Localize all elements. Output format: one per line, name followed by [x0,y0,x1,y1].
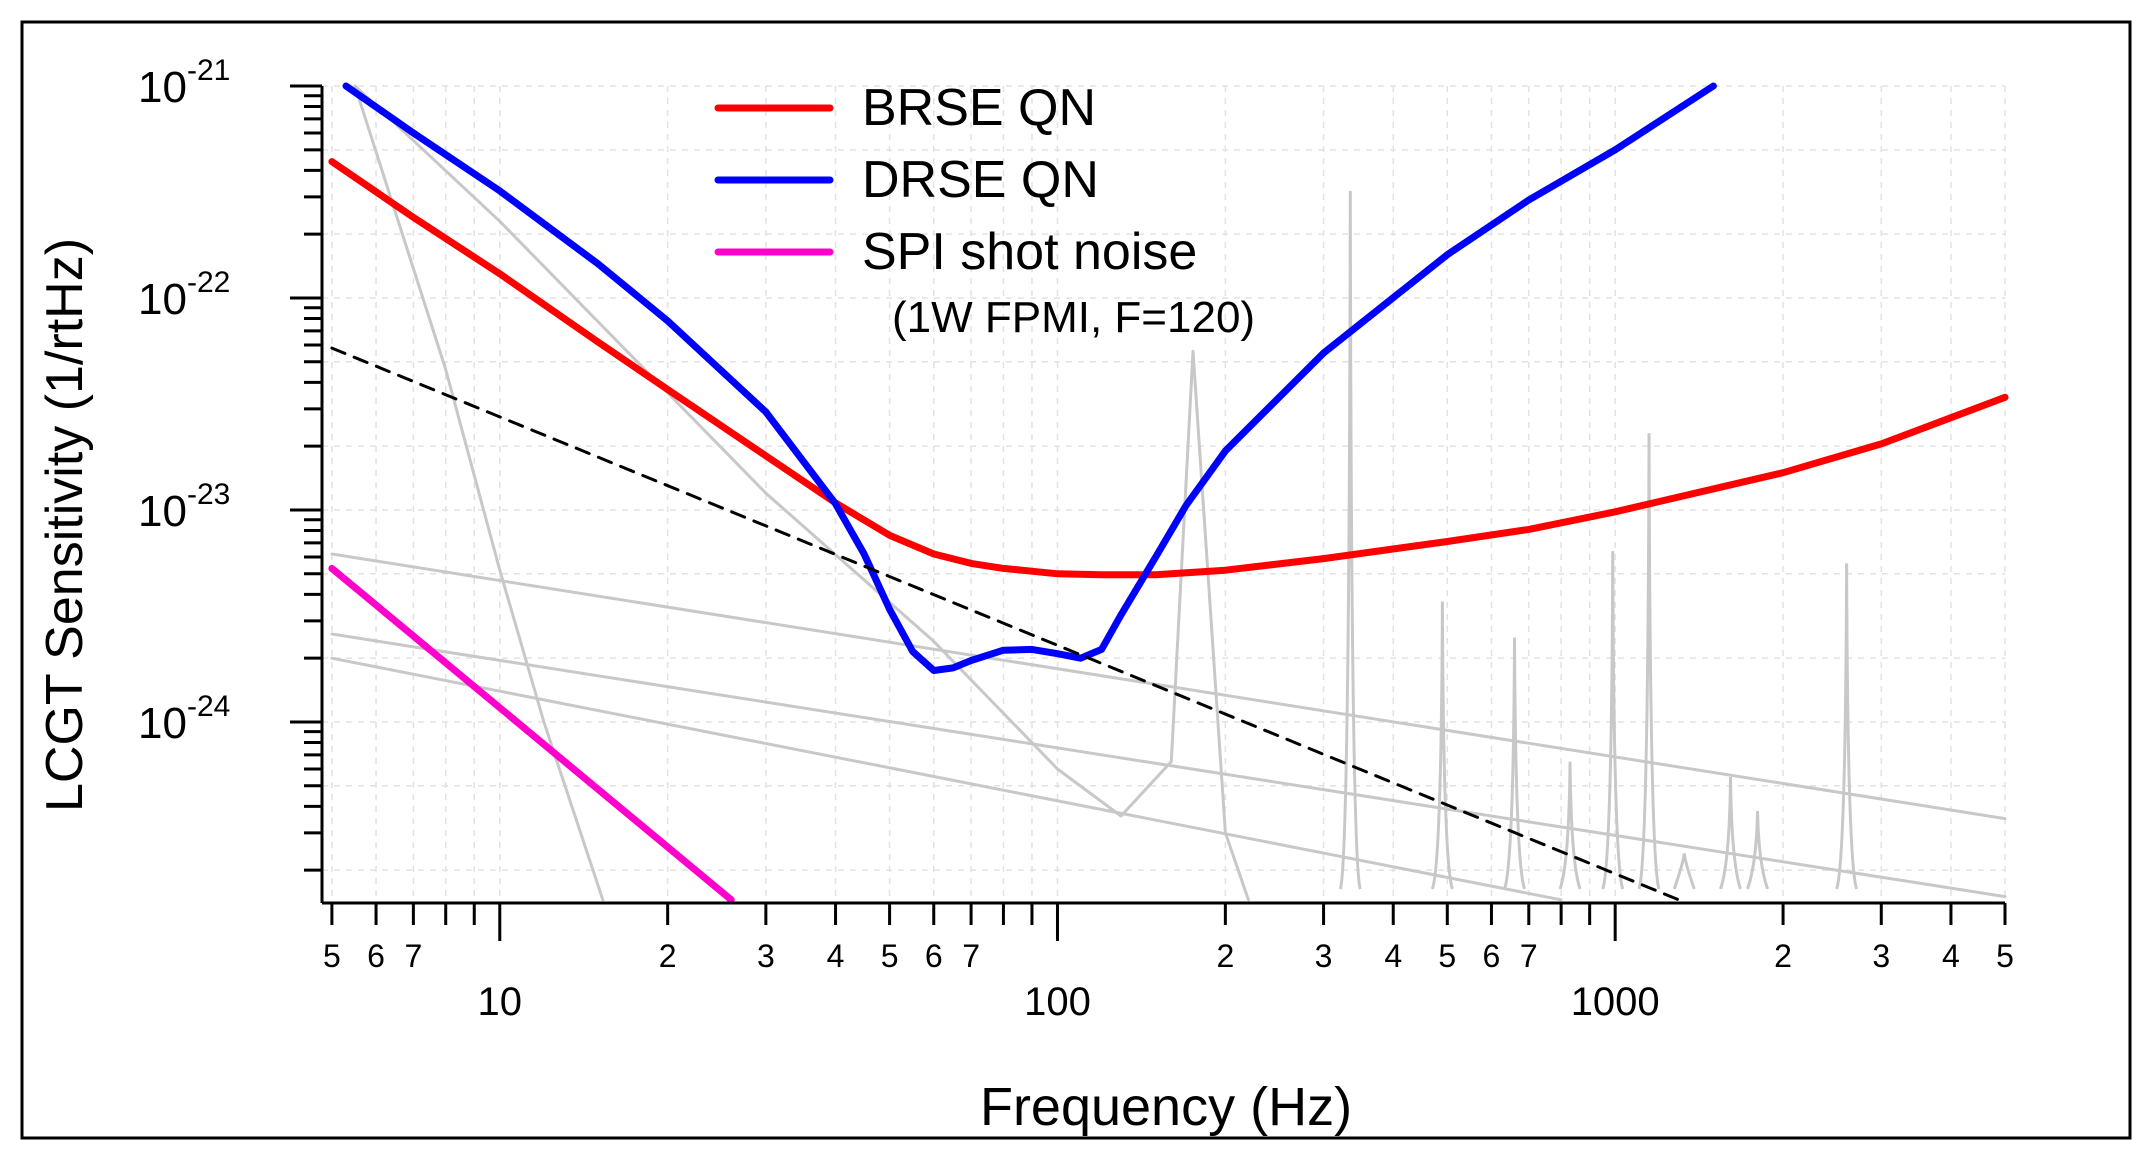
x-minor-tick-label: 5 [1996,938,2014,974]
series-lines [328,82,2009,904]
y-tick-exponent: -23 [187,478,230,511]
legend-note: (1W FPMI, F=120) [892,293,1255,342]
x-minor-tick-label: 4 [1942,938,1960,974]
legend-label: BRSE QN [862,79,1096,137]
x-minor-tick-label: 2 [1774,938,1792,974]
chart-frame [20,20,2132,1140]
resonance-peak [1835,563,1859,890]
series-line-spi-shot-noise [328,564,735,904]
x-minor-tick-label: 2 [659,938,677,974]
series-line-drse-qn [342,82,1717,674]
y-axis-title: LCGT Sensitivity (1/rtHz) [36,238,94,812]
grid [322,85,2006,903]
x-minor-tick-label: 6 [1483,938,1501,974]
x-minor-tick-label: 3 [1872,938,1890,974]
x-minor-tick-label: 3 [757,938,775,974]
x-minor-tick-label: 2 [1216,938,1234,974]
legend-label: DRSE QN [862,151,1099,209]
x-minor-tick-label: 7 [962,938,980,974]
x-minor-tick-label: 7 [404,938,422,974]
resonance-peak [1558,761,1582,890]
noise-curve-8 [330,656,1563,902]
resonance-peak [1338,190,1362,890]
noise-curve-6 [330,552,2007,821]
legend-label: SPI shot noise [862,223,1197,281]
noise-curve-4 [353,84,605,902]
series-line-brse-qn [328,158,2009,579]
resonance-peak [1430,601,1454,890]
legend: BRSE QN DRSE QN SPI shot noise (1W FPMI, F=… [714,79,1255,342]
x-major-tick-label: 10 [478,980,523,1024]
x-axis-title: Frequency (Hz) [980,1077,1352,1137]
x-minor-tick-label: 6 [925,938,943,974]
resonance-peak [1672,853,1696,890]
x-minor-tick-label: 6 [367,938,385,974]
x-minor-tick-label: 4 [1384,938,1402,974]
y-tick-exponent: -24 [187,690,230,723]
y-tick-label: 10-23 [138,478,230,536]
x-minor-tick-label: 3 [1315,938,1333,974]
x-minor-tick-label: 5 [1438,938,1456,974]
resonance-peak [1601,551,1625,890]
x-major-tick-label: 1000 [1571,980,1660,1024]
x-minor-tick-label: 5 [881,938,899,974]
resonance-peak [1637,433,1661,890]
x-minor-tick-label: 4 [827,938,845,974]
resonance-peak [1503,637,1526,890]
y-tick-exponent: -21 [187,54,230,87]
x-minor-tick-label: 5 [323,938,341,974]
dashed-reference-line [330,346,1681,902]
noise-curve-5 [353,84,1250,902]
resonance-peak [1719,777,1742,890]
y-tick-exponent: -22 [187,266,230,299]
resonance-peak [1746,811,1769,890]
noise-curves [330,84,2007,902]
noise-curve-7 [330,632,2007,899]
x-major-tick-label: 100 [1024,980,1091,1024]
x-minor-tick-label: 7 [1520,938,1538,974]
